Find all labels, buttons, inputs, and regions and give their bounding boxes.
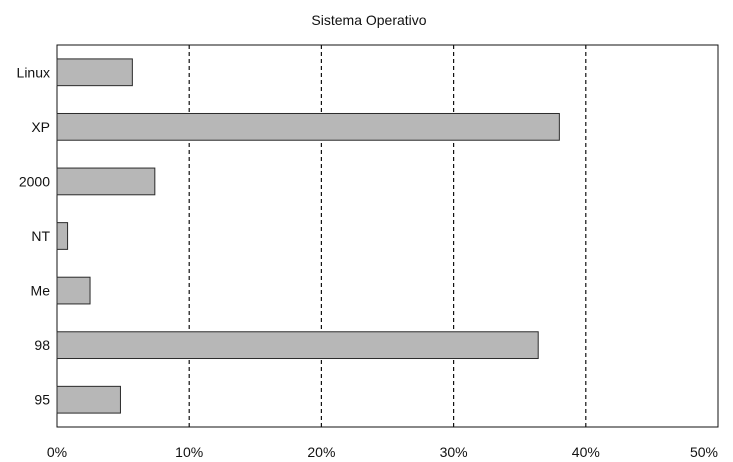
x-tick-label-30: 30% bbox=[440, 444, 468, 460]
category-label-98: 98 bbox=[34, 337, 50, 353]
x-tick-label-20: 20% bbox=[307, 444, 335, 460]
bar-95 bbox=[56, 385, 121, 414]
x-tick-label-0: 0% bbox=[47, 444, 67, 460]
chart-title: Sistema Operativo bbox=[311, 12, 426, 28]
bars bbox=[56, 58, 560, 414]
category-label-95: 95 bbox=[34, 392, 50, 408]
x-tick-label-50: 50% bbox=[690, 444, 718, 460]
gridlines bbox=[188, 45, 587, 427]
bar-2000 bbox=[56, 167, 156, 196]
category-label-linux: Linux bbox=[17, 64, 50, 80]
plot-area-frame bbox=[56, 44, 719, 428]
bar-nt bbox=[56, 222, 69, 250]
category-label-nt: NT bbox=[31, 228, 50, 244]
bar-xp bbox=[56, 112, 560, 141]
bar-linux bbox=[56, 58, 133, 87]
x-tick-label-10: 10% bbox=[175, 444, 203, 460]
category-label-me: Me bbox=[31, 283, 51, 299]
category-label-xp: XP bbox=[31, 119, 50, 135]
x-tick-label-40: 40% bbox=[572, 444, 600, 460]
bar-98 bbox=[56, 331, 539, 360]
x-axis-ticks: 0% 10% 20% 30% 40% 50% bbox=[47, 444, 718, 460]
category-labels: Linux XP 2000 NT Me 98 95 bbox=[17, 64, 51, 407]
bar-me bbox=[56, 276, 91, 305]
category-label-2000: 2000 bbox=[19, 173, 50, 189]
